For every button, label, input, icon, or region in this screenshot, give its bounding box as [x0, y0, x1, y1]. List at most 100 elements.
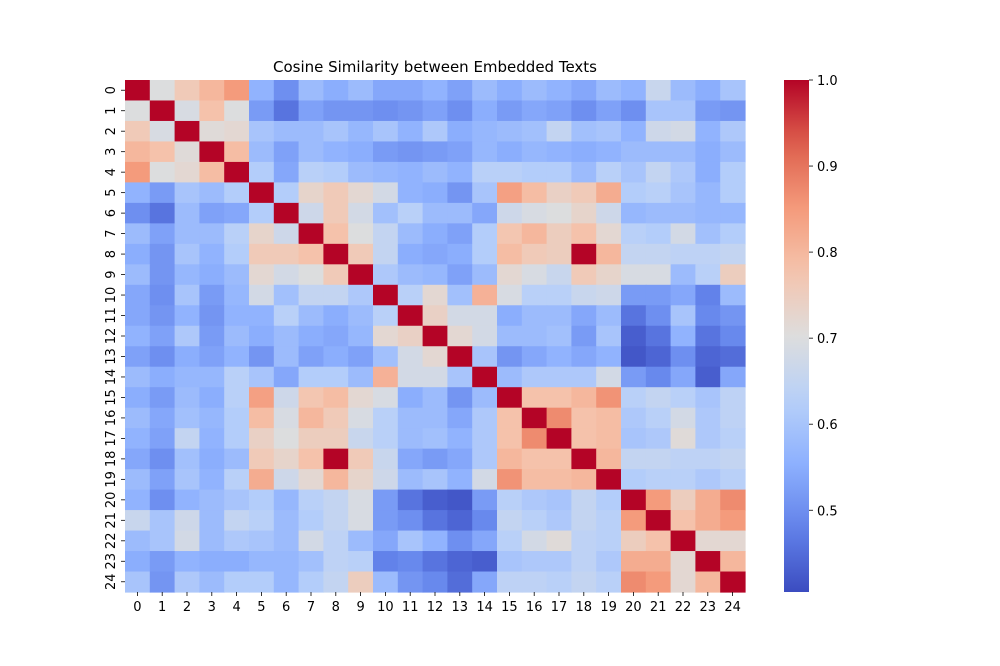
- heatmap-cell: [670, 223, 696, 245]
- heatmap-cell: [273, 243, 300, 265]
- heatmap-cell: [174, 182, 200, 204]
- heatmap-cell: [447, 120, 473, 143]
- heatmap-cell: [249, 530, 275, 552]
- heatmap-cell: [695, 264, 721, 286]
- heatmap-cell: [670, 120, 696, 143]
- heatmap-cell: [472, 428, 498, 450]
- heatmap-cell: [571, 161, 597, 183]
- heatmap-cell: [497, 305, 523, 327]
- x-tick-label: 23: [700, 600, 717, 615]
- heatmap-cell: [695, 387, 721, 409]
- heatmap-cell: [497, 182, 523, 204]
- heatmap-cell: [497, 346, 523, 368]
- heatmap-cell: [521, 469, 548, 491]
- heatmap-cell: [199, 448, 225, 470]
- x-tick-label: 10: [377, 600, 394, 615]
- heatmap-cell: [497, 161, 523, 183]
- heatmap-cell: [645, 284, 672, 306]
- heatmap-cell: [546, 141, 572, 163]
- heatmap-cell: [720, 346, 746, 368]
- heatmap-cell: [596, 202, 622, 224]
- heatmap-cell: [472, 571, 498, 593]
- heatmap-cell: [447, 223, 473, 245]
- heatmap-cell: [645, 387, 672, 409]
- heatmap-cell: [497, 366, 523, 388]
- heatmap-cell: [348, 366, 374, 388]
- heatmap-cell: [298, 469, 324, 491]
- heatmap-cell: [298, 489, 324, 511]
- heatmap-cell: [323, 346, 349, 368]
- heatmap-cell: [323, 387, 349, 409]
- heatmap-cell: [125, 161, 151, 183]
- heatmap-cell: [174, 120, 200, 143]
- heatmap-cell: [720, 469, 746, 491]
- heatmap-cell: [447, 428, 473, 450]
- heatmap-cell: [323, 141, 349, 163]
- heatmap-cell: [521, 141, 548, 163]
- heatmap-cell: [497, 489, 523, 511]
- heatmap-cell: [546, 407, 572, 429]
- heatmap-cell: [397, 243, 424, 265]
- heatmap-cell: [199, 243, 225, 265]
- x-tick-label: 21: [650, 600, 667, 615]
- colorbar-ticks: 0.5 0.6 0.7 0.8 0.9 1.0: [809, 74, 838, 519]
- heatmap-cell: [373, 264, 399, 286]
- y-tick-label: 19: [104, 471, 119, 488]
- heatmap-cell: [397, 469, 424, 491]
- heatmap-cell: [695, 284, 721, 306]
- heatmap-cell: [249, 551, 275, 573]
- heatmap-cell: [149, 571, 176, 593]
- y-tick-label: 11: [104, 307, 119, 324]
- heatmap-cell: [546, 264, 572, 286]
- heatmap-cell: [149, 182, 176, 204]
- heatmap-cell: [546, 120, 572, 143]
- heatmap-cell: [571, 264, 597, 286]
- heatmap-cell: [472, 202, 498, 224]
- heatmap-cell: [497, 264, 523, 286]
- heatmap-cell: [348, 469, 374, 491]
- heatmap-cell: [621, 530, 647, 552]
- heatmap-cell: [695, 243, 721, 265]
- heatmap-cell: [546, 530, 572, 552]
- heatmap-cell: [521, 305, 548, 327]
- heatmap-cell: [546, 223, 572, 245]
- heatmap-cell: [447, 305, 473, 327]
- heatmap-cell: [125, 407, 151, 429]
- heatmap-cell: [224, 551, 250, 573]
- heatmap-cell: [298, 407, 324, 429]
- heatmap-cell: [397, 161, 424, 183]
- heatmap-cell: [571, 530, 597, 552]
- heatmap-cell: [670, 530, 696, 552]
- heatmap-cell: [149, 141, 176, 163]
- heatmap-cell: [397, 80, 424, 102]
- heatmap-cell: [546, 284, 572, 306]
- heatmap-cell: [497, 223, 523, 245]
- heatmap-cell: [174, 100, 200, 122]
- heatmap-cell: [273, 264, 300, 286]
- heatmap-cell: [199, 264, 225, 286]
- heatmap-cell: [224, 80, 250, 102]
- heatmap-cell: [497, 469, 523, 491]
- heatmap-cell: [472, 284, 498, 306]
- heatmap-cell: [497, 141, 523, 163]
- heatmap-cell: [199, 141, 225, 163]
- heatmap-cell: [546, 202, 572, 224]
- heatmap-cell: [596, 141, 622, 163]
- heatmap-cell: [571, 489, 597, 511]
- heatmap-cell: [472, 141, 498, 163]
- heatmap-cell: [521, 448, 548, 470]
- heatmap-cell: [521, 284, 548, 306]
- heatmap-cell: [125, 510, 151, 532]
- heatmap-cell: [298, 346, 324, 368]
- heatmap-cell: [497, 530, 523, 552]
- heatmap-cell: [422, 366, 448, 388]
- heatmap-cell: [298, 223, 324, 245]
- heatmap-cell: [323, 551, 349, 573]
- heatmap-cell: [720, 448, 746, 470]
- heatmap-cell: [298, 141, 324, 163]
- heatmap-cell: [422, 305, 448, 327]
- heatmap-cell: [546, 551, 572, 573]
- heatmap-cell: [174, 407, 200, 429]
- heatmap-cell: [695, 489, 721, 511]
- heatmap-cell: [447, 264, 473, 286]
